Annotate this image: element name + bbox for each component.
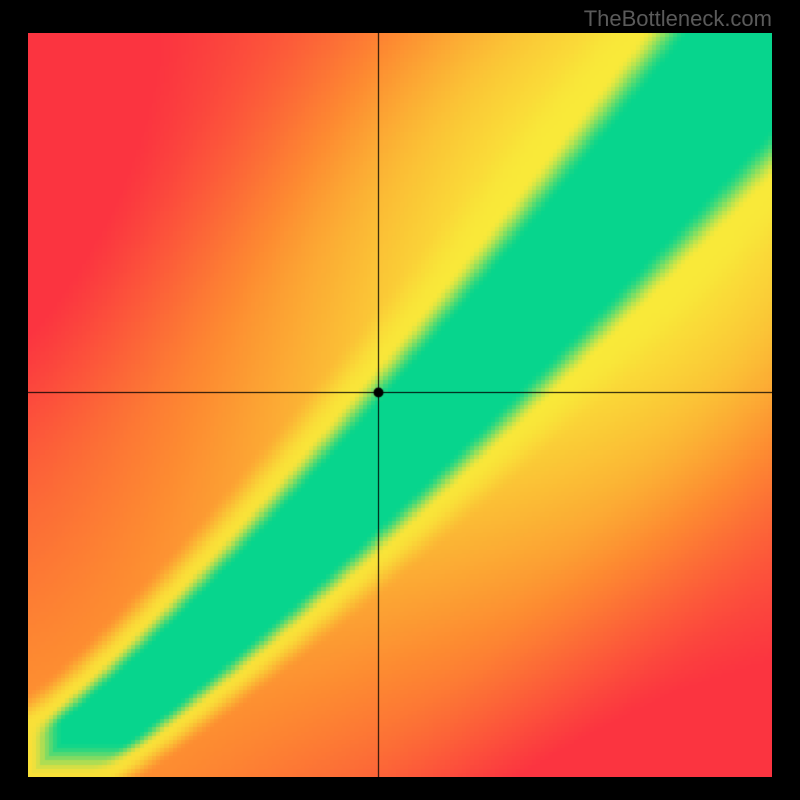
heatmap-canvas [28, 33, 772, 777]
heatmap-plot [28, 33, 772, 777]
chart-container: TheBottleneck.com [0, 0, 800, 800]
watermark-text: TheBottleneck.com [584, 6, 772, 32]
